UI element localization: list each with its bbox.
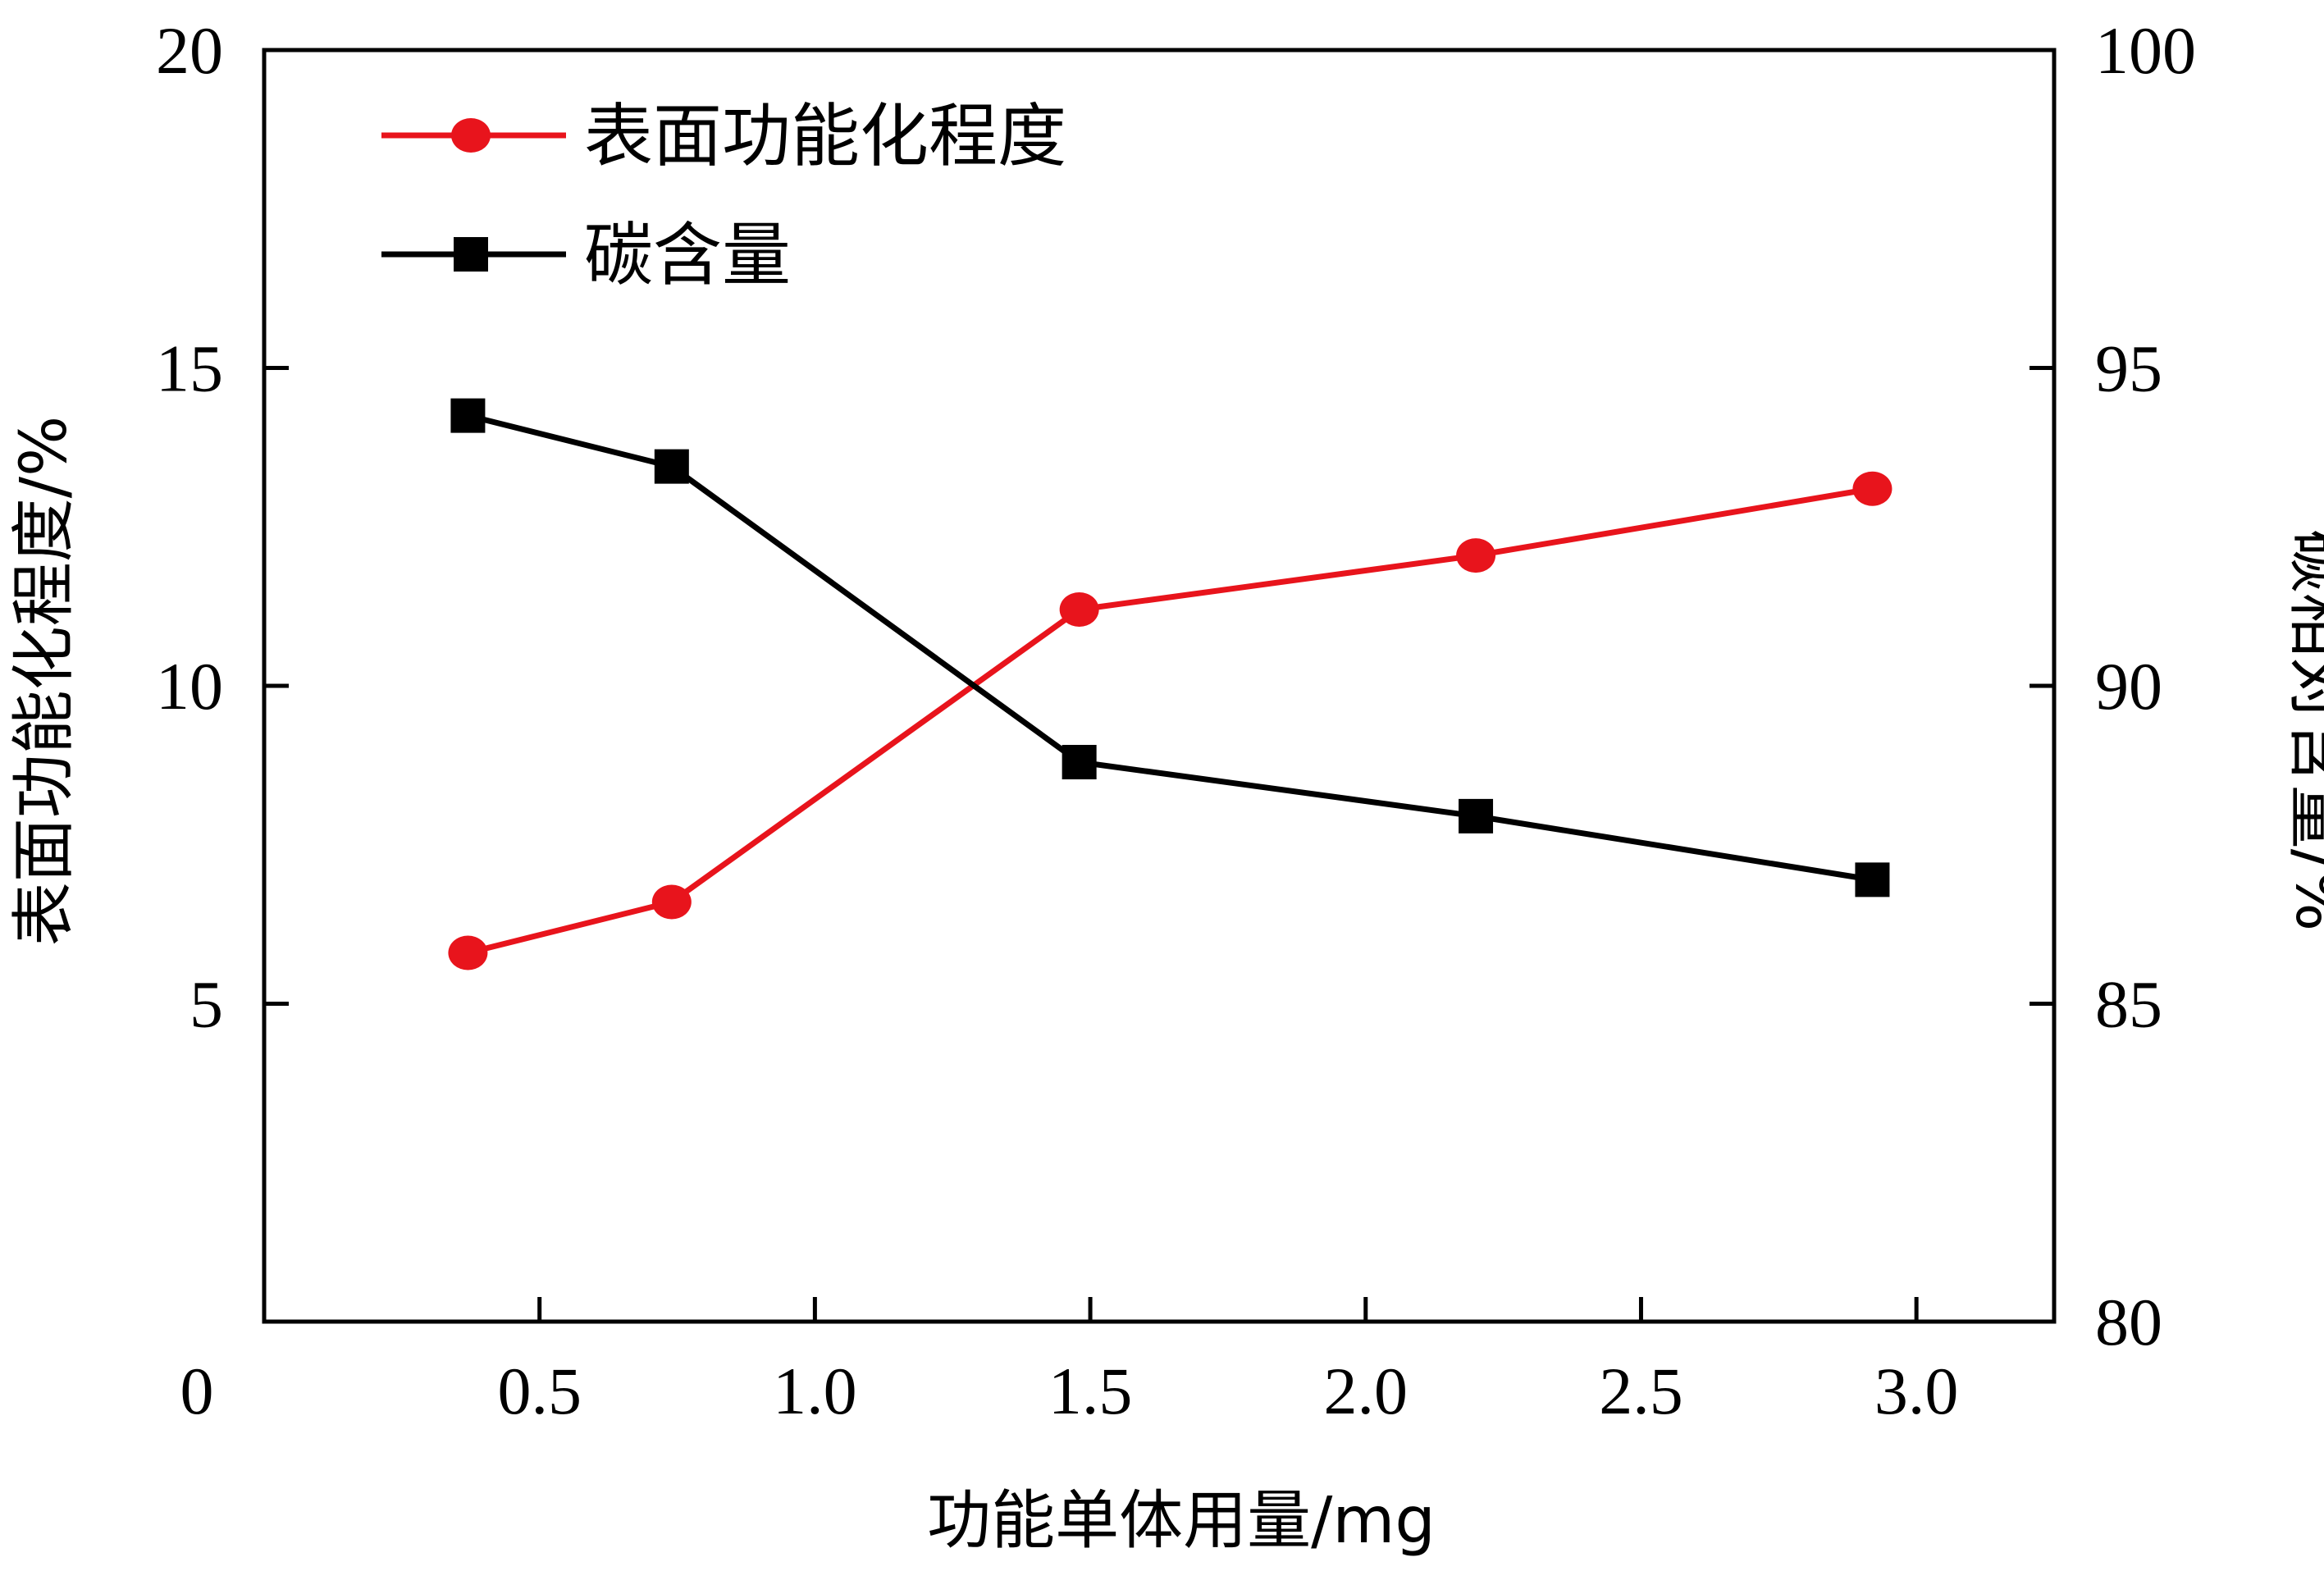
x-tick-label: 2.5 (1599, 1354, 1683, 1428)
y-left-tick-label: 20 (156, 13, 223, 88)
x-origin-label: 0 (180, 1354, 214, 1428)
x-axis-title: 功能单体用量/mg (927, 1484, 1436, 1558)
x-tick-label: 0.5 (497, 1354, 582, 1428)
y-right-tick-label: 95 (2095, 331, 2162, 406)
y-right-tick-label: 80 (2095, 1285, 2162, 1359)
series-0-point (1059, 592, 1099, 627)
y-right-tick-label: 85 (2095, 967, 2162, 1042)
x-tick-label: 2.0 (1324, 1354, 1409, 1428)
y-left-tick-label: 5 (189, 967, 223, 1042)
legend-label-1: 碳含量 (584, 215, 791, 295)
plot-border (262, 48, 2057, 1324)
y-right-tick-label: 90 (2095, 649, 2162, 724)
series-0-point (448, 935, 488, 970)
x-tick-label: 1.5 (1048, 1354, 1133, 1428)
legend-marker-0 (451, 118, 491, 153)
series-1-point (1459, 798, 1494, 833)
y-axis-right-title: 碳相对含量/% (2281, 529, 2324, 931)
series-1-point (1062, 745, 1097, 779)
y-right-tick-label: 100 (2095, 13, 2196, 88)
series-1-line (467, 413, 1873, 883)
series-1-point (1855, 862, 1890, 897)
series-0-point (651, 884, 692, 920)
series-1-point (450, 398, 486, 433)
x-tick-label: 3.0 (1874, 1354, 1959, 1428)
x-tick-label: 1.0 (773, 1354, 857, 1428)
y-left-tick-label: 10 (156, 649, 223, 724)
legend-label-0: 表面功能化程度 (584, 96, 1066, 176)
legend-marker-1 (454, 237, 488, 272)
series-0-point (1852, 471, 1893, 506)
series-1-point (654, 449, 689, 484)
y-left-tick-label: 15 (156, 331, 223, 406)
axis-ticks: 0.5 1.0 1.5 2.0 2.5 3.0 0 5 10 15 20 80 85 90 95 100 (156, 13, 2196, 1428)
series-0-point (1456, 538, 1496, 573)
series-0-line (467, 486, 1874, 956)
plot-frame (262, 48, 2057, 1324)
series-layer (448, 398, 1893, 970)
y-axis-left-title: 表面功能化程度/% (7, 416, 81, 946)
